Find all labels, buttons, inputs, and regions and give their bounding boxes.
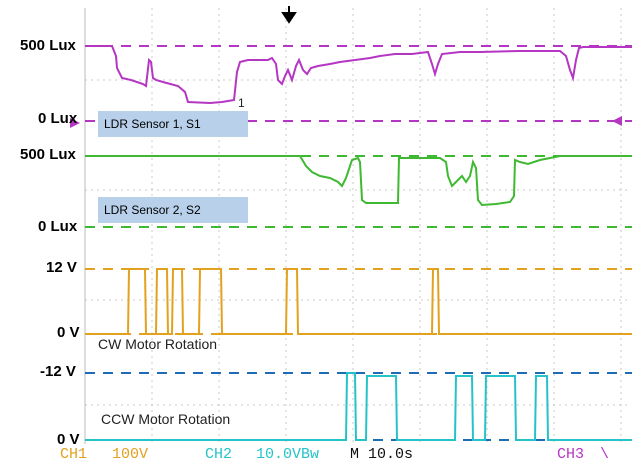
ldr1-signal-trace — [85, 45, 632, 105]
ch2-status-label: CH2 — [205, 446, 233, 463]
ldr-sensor-1-tag: LDR Sensor 1, S1 — [98, 111, 248, 137]
ccw-motor-signal-trace — [85, 372, 632, 441]
cw-bottom-level-label: 0 V — [57, 324, 80, 341]
ch1-ground-marker-icon — [70, 118, 80, 128]
ldr2-signal-trace — [85, 155, 632, 207]
ch1-right-marker-icon — [612, 116, 622, 126]
ch1-marker: 1 — [238, 96, 245, 110]
timebase-readout: M 10.0s — [350, 446, 414, 463]
oscilloscope-traces — [70, 6, 632, 444]
ccw-top-level-label: -12 V — [40, 363, 76, 380]
ldr1-bottom-level-label: 0 Lux — [38, 110, 78, 127]
ccw-motor-rotation-caption: CCW Motor Rotation — [101, 411, 231, 427]
cw-top-level-label: 12 V — [46, 259, 77, 276]
cw-motor-rotation-caption: CW Motor Rotation — [98, 336, 218, 352]
ch1-status-label: CH1 — [60, 446, 88, 463]
ldr1-top-level-label: 500 Lux — [20, 37, 76, 54]
ldr2-bottom-level-label: 0 Lux — [38, 218, 78, 235]
ch3-status-label: CH3 — [557, 446, 585, 463]
status-bar: CH1 100V CH2 10.0VBw M 10.0s CH3 \ — [0, 444, 638, 470]
ch3-slope-icon: \ — [600, 446, 610, 463]
ldr2-top-level-label: 500 Lux — [20, 146, 76, 163]
cw-motor-signal-trace — [85, 268, 632, 335]
ldr-sensor-2-tag: LDR Sensor 2, S2 — [98, 197, 248, 223]
ch1-scale: 100V — [112, 446, 149, 463]
ccw-bottom-level-label: 0 V — [57, 431, 80, 448]
trigger-arrow-icon — [281, 6, 297, 24]
ch2-scale: 10.0VBw — [256, 446, 320, 463]
